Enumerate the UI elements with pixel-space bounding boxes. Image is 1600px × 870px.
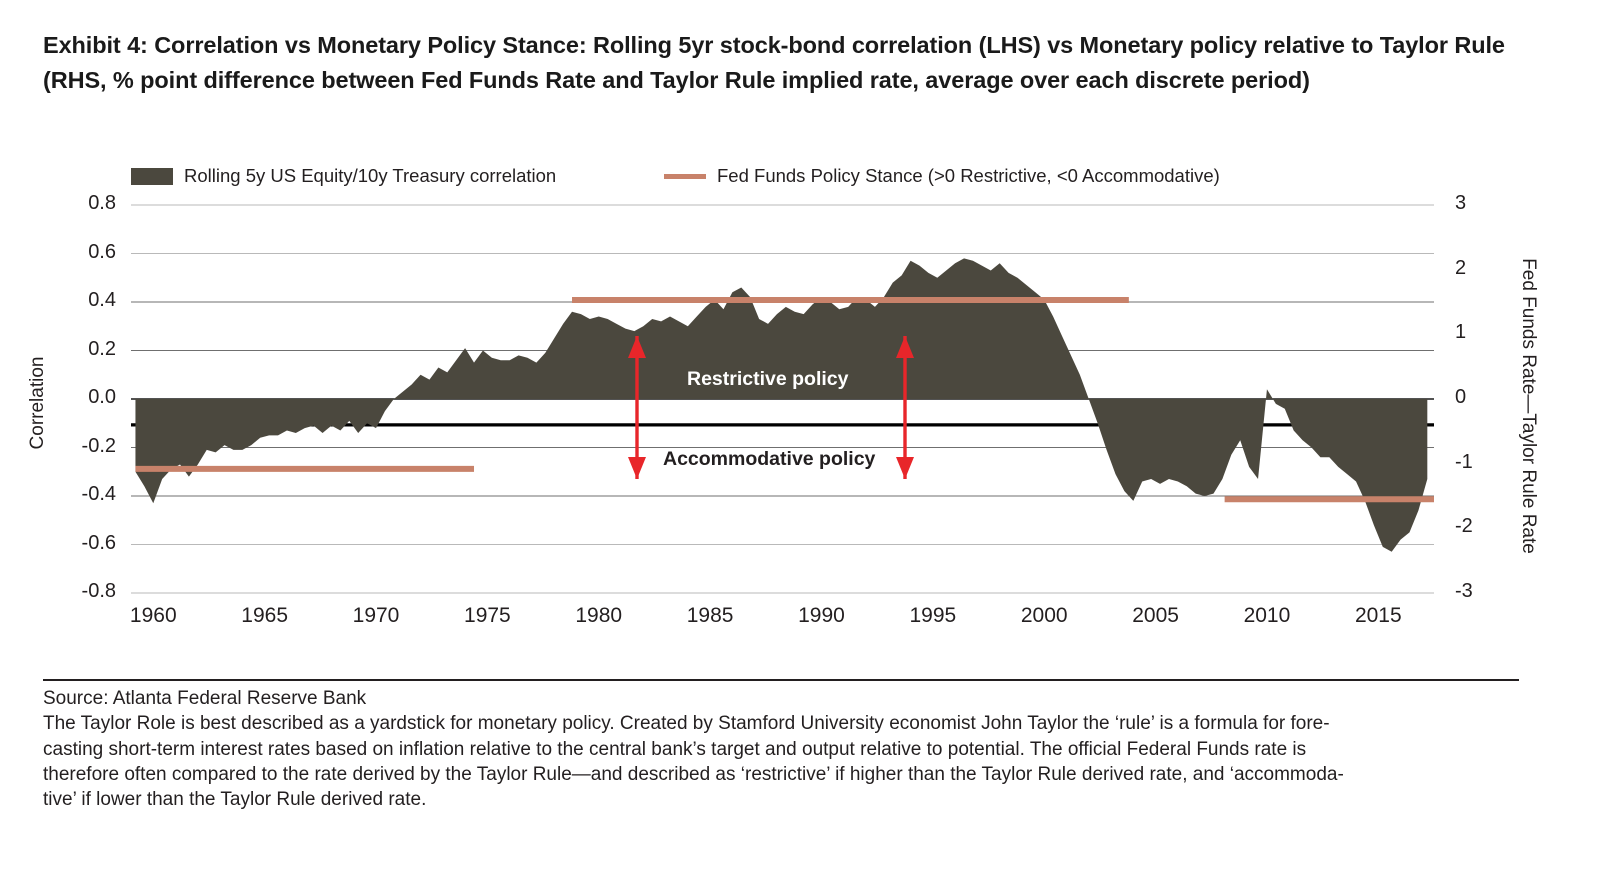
y-axis-right-title: Fed Funds Rate—Taylor Rule Rate xyxy=(1518,258,1539,554)
y-tick-right: 3 xyxy=(1455,192,1467,214)
x-tick: 2015 xyxy=(1354,604,1402,627)
y-tick-left: 0.6 xyxy=(88,240,116,263)
source-line: Source: Atlanta Federal Reserve Bank xyxy=(43,688,367,709)
y-tick-left: 0.2 xyxy=(88,337,116,360)
x-tick: 1985 xyxy=(686,604,734,627)
legend-item-policy-stance: Fed Funds Policy Stance (>0 Restrictive,… xyxy=(664,165,1220,187)
x-tick: 2000 xyxy=(1020,604,1068,627)
x-tick: 1980 xyxy=(575,604,623,627)
x-tick: 1965 xyxy=(241,604,288,627)
y-tick-right: 2 xyxy=(1455,256,1467,279)
x-tick: 1990 xyxy=(798,604,845,627)
chart-canvas xyxy=(131,204,1434,594)
note-line-4: tive’ if lower than the Taylor Rule deri… xyxy=(43,789,427,811)
y-axis-left-title: Correlation xyxy=(27,356,48,450)
x-tick: 2005 xyxy=(1132,604,1179,627)
area-swatch-icon xyxy=(131,167,173,185)
y-tick-right: -2 xyxy=(1455,515,1473,538)
annotation-restrictive-policy: Restrictive policy xyxy=(687,368,849,390)
y-tick-right: -3 xyxy=(1455,580,1473,602)
page-title: Exhibit 4: Correlation vs Monetary Polic… xyxy=(43,32,1505,93)
annotation-accommodative-policy: Accommodative policy xyxy=(663,448,876,470)
y-tick-left: 0.0 xyxy=(88,386,116,408)
x-tick: 1960 xyxy=(129,604,177,627)
x-tick: 2010 xyxy=(1243,604,1291,627)
chart-plot-area: 0.8 0.6 0.4 0.2 0.0 -0.2 -0.4 -0.6 -0.8 3 2 1 0 -1 -2… xyxy=(27,192,1539,627)
note-line-1: The Taylor Role is best described as a y… xyxy=(43,713,1330,735)
chart-legend: Rolling 5y US Equity/10y Treasury correl… xyxy=(131,165,1431,195)
note-line-2: casting short-term interest rates based … xyxy=(43,738,1307,760)
y-tick-left: -0.4 xyxy=(81,483,116,505)
y-tick-left: 0.8 xyxy=(88,192,116,214)
x-tick: 1970 xyxy=(352,604,400,627)
footer-divider xyxy=(43,679,1519,681)
y-tick-right: 1 xyxy=(1455,321,1467,344)
legend-label-policy-stance: Fed Funds Policy Stance (>0 Restrictive,… xyxy=(717,165,1220,186)
x-tick: 1995 xyxy=(909,604,957,627)
legend-item-correlation: Rolling 5y US Equity/10y Treasury correl… xyxy=(131,165,556,187)
legend-label-correlation: Rolling 5y US Equity/10y Treasury correl… xyxy=(184,165,557,186)
y-tick-left: -0.2 xyxy=(81,434,116,457)
y-tick-left: -0.6 xyxy=(81,531,116,554)
y-tick-left: -0.8 xyxy=(81,580,116,602)
note-line-3: therefore often compared to the rate der… xyxy=(43,763,1344,785)
y-tick-right: -1 xyxy=(1455,450,1473,473)
y-tick-right: 0 xyxy=(1455,386,1467,408)
y-tick-left: 0.4 xyxy=(88,289,116,311)
x-tick: 1975 xyxy=(464,604,511,627)
line-swatch-icon xyxy=(664,173,706,179)
footer-note: Source: Atlanta Federal Reserve Bank The… xyxy=(43,686,1533,812)
